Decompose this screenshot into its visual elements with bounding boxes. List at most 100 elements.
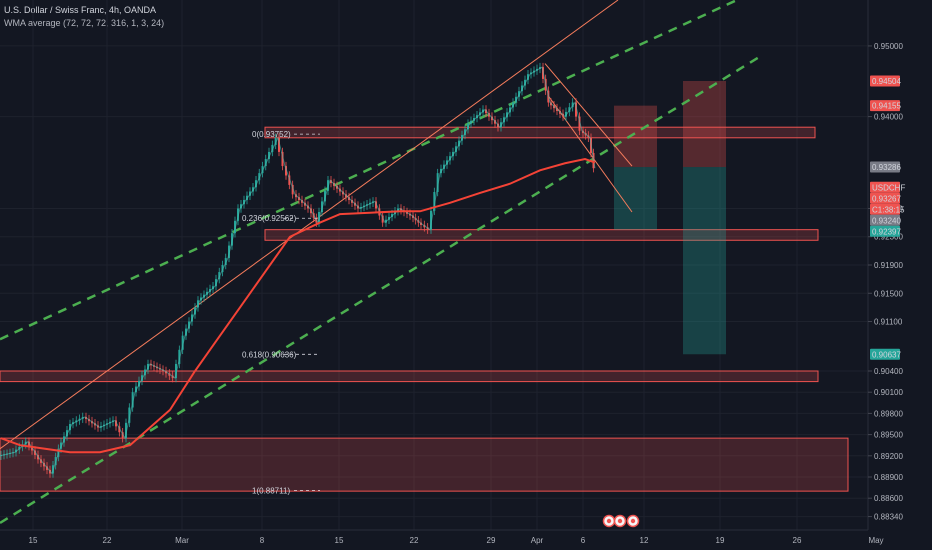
candle-body bbox=[278, 137, 280, 152]
price-label-bg bbox=[870, 75, 900, 87]
x-tick-label: 8 bbox=[260, 536, 265, 545]
price-label-bg bbox=[870, 161, 900, 173]
candle-body bbox=[565, 111, 567, 117]
price-label: 0.93267 bbox=[872, 194, 901, 203]
candle-body bbox=[128, 407, 131, 423]
flag-icon bbox=[630, 518, 636, 524]
fib-label: 0.236(0.92562) bbox=[242, 214, 297, 223]
y-tick-label: 0.88340 bbox=[874, 513, 903, 522]
candle-body bbox=[118, 426, 121, 433]
stop-zone bbox=[683, 80, 726, 168]
price-label-bg bbox=[870, 225, 900, 237]
flag-icon bbox=[606, 518, 612, 524]
sr-zone bbox=[0, 437, 849, 492]
y-tick-label: 0.90400 bbox=[874, 367, 903, 376]
x-tick-label: 12 bbox=[640, 536, 649, 545]
price-label-bg bbox=[870, 348, 900, 360]
target-zone bbox=[683, 167, 726, 355]
y-tick-label: 0.88900 bbox=[874, 473, 903, 482]
candle-body bbox=[218, 272, 221, 280]
candle-body bbox=[381, 215, 384, 223]
x-tick-label: 19 bbox=[716, 536, 725, 545]
y-tick-label: 0.91900 bbox=[874, 261, 903, 270]
candle-body bbox=[125, 422, 127, 439]
candle-body bbox=[178, 349, 181, 364]
position-boxes bbox=[614, 80, 726, 355]
x-tick-label: 15 bbox=[335, 536, 344, 545]
candle-body bbox=[115, 420, 117, 427]
candle-body bbox=[436, 173, 439, 192]
price-label-bg bbox=[870, 192, 900, 204]
candle-body bbox=[215, 279, 217, 287]
event-icons[interactable] bbox=[602, 514, 640, 528]
candle-body bbox=[261, 166, 264, 174]
time-axis[interactable] bbox=[0, 530, 932, 550]
candles bbox=[0, 62, 595, 478]
candle-body bbox=[578, 116, 581, 131]
candle-body bbox=[575, 102, 577, 117]
price-label: 0.94504 bbox=[872, 77, 901, 86]
y-tick-label: 0.89500 bbox=[874, 431, 903, 440]
y-tick-label: 0.88600 bbox=[874, 494, 903, 503]
sr-zone bbox=[264, 229, 819, 241]
candle-body bbox=[281, 151, 284, 167]
candle-body bbox=[264, 159, 267, 167]
x-tick-label: Apr bbox=[531, 536, 544, 545]
y-tick-label: 0.95000 bbox=[874, 42, 903, 51]
y-tick-label: 0.89800 bbox=[874, 409, 903, 418]
price-line bbox=[0, 66, 596, 475]
sr-zone bbox=[0, 370, 819, 383]
fib-label: 1(0.88711) bbox=[252, 486, 290, 495]
chart-title: U.S. Dollar / Swiss Franc, 4h, OANDA bbox=[4, 5, 157, 15]
wma-line bbox=[0, 157, 596, 454]
x-tick-label: 22 bbox=[410, 536, 419, 545]
candle-body bbox=[271, 144, 274, 152]
price-label-bg bbox=[870, 181, 900, 193]
y-tick-label: 0.92300 bbox=[874, 233, 903, 242]
x-tick-label: Mar bbox=[175, 536, 189, 545]
y-tick-label: 0.89200 bbox=[874, 452, 903, 461]
price-label: 0.94155 bbox=[872, 102, 901, 111]
target-zone bbox=[614, 167, 657, 230]
fib-label: 0.618(0.90636) bbox=[242, 350, 297, 359]
price-label: 0.92397 bbox=[872, 227, 901, 236]
candle-body bbox=[568, 107, 571, 112]
candle-body bbox=[221, 265, 224, 273]
price-label: C1:38:15 bbox=[872, 205, 905, 214]
price-label-bg bbox=[870, 214, 900, 226]
candle-body bbox=[274, 137, 277, 145]
candle-body bbox=[375, 201, 377, 209]
candle-body bbox=[268, 151, 270, 159]
fib-levels: 0(0.93752) 0.236(0.92562) 0.618(0.90636) 1(… bbox=[242, 130, 320, 495]
x-tick-label: 26 bbox=[793, 536, 802, 545]
x-tick-label: 6 bbox=[581, 536, 586, 545]
downtrend-line bbox=[544, 63, 633, 167]
candle-body bbox=[258, 173, 261, 181]
x-tick-label: 15 bbox=[29, 536, 38, 545]
candle-body bbox=[224, 257, 227, 265]
fib-label: 0(0.93752) bbox=[252, 130, 291, 139]
upper-trendline bbox=[0, 0, 619, 450]
candle-body bbox=[285, 166, 287, 176]
candle-body bbox=[175, 363, 177, 379]
price-labels: 0.94504 0.94155 0.93286 USDCHF 0.93267 C1:38:… bbox=[870, 75, 905, 360]
candle-body bbox=[181, 335, 184, 350]
candle-body bbox=[255, 180, 257, 188]
price-label: USDCHF bbox=[872, 183, 905, 192]
price-series bbox=[0, 66, 596, 475]
y-tick-label: 0.90100 bbox=[874, 388, 903, 397]
wma-series bbox=[0, 157, 596, 454]
grid bbox=[0, 0, 877, 530]
channel-upper-dashed bbox=[0, 0, 740, 341]
flag-icon bbox=[617, 518, 623, 524]
stop-zone bbox=[614, 105, 657, 168]
candle-body bbox=[571, 102, 574, 108]
y-tick-label: 0.94000 bbox=[874, 113, 903, 122]
price-axis[interactable] bbox=[868, 0, 932, 530]
price-label-bg bbox=[870, 100, 900, 112]
sr-zone bbox=[264, 126, 816, 139]
candle-body bbox=[288, 175, 291, 185]
y-tick-label: 0.91100 bbox=[874, 318, 903, 327]
x-tick-label: May bbox=[868, 536, 883, 545]
